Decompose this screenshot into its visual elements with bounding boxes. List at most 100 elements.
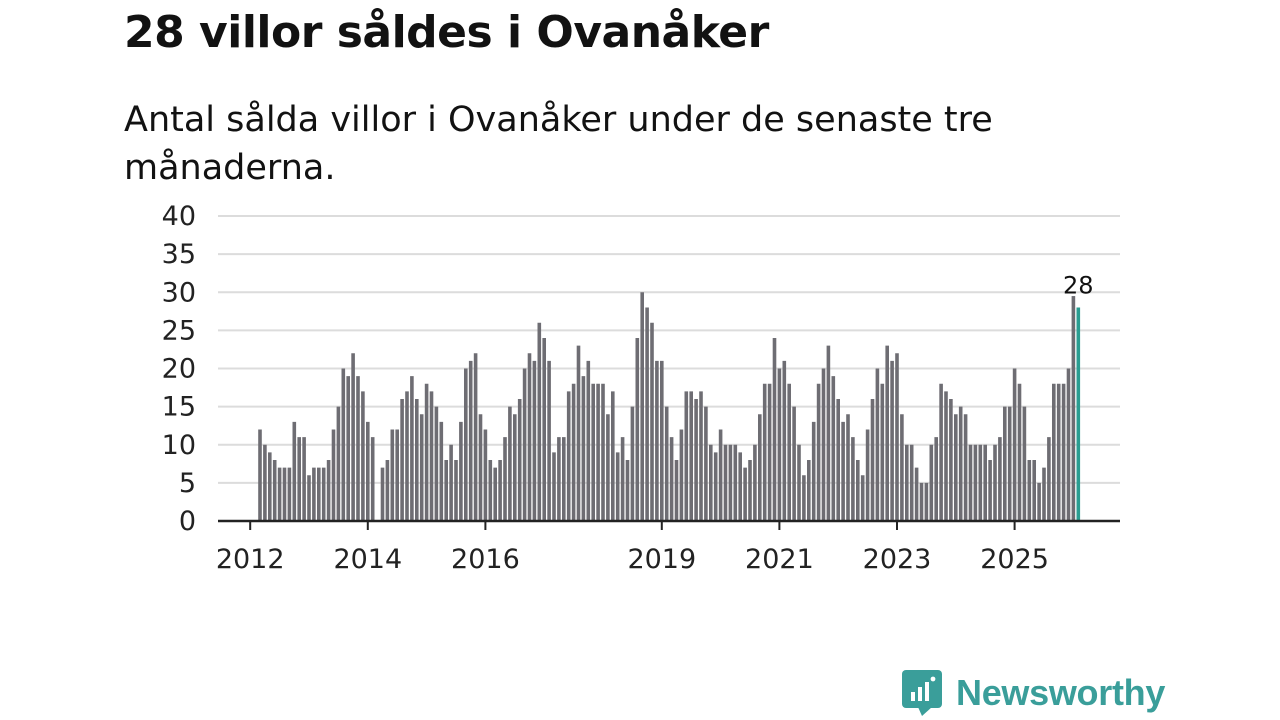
bar [733,444,738,521]
bar [537,322,542,521]
bar [473,353,478,521]
bar [811,421,816,521]
y-axis-tick-labels: 0 5 10 15 20 25 30 35 40 [162,201,196,537]
bar [963,414,968,521]
bar [581,376,586,521]
bar [890,360,894,521]
bar [459,421,463,521]
bar [415,399,419,521]
bar [998,437,1002,521]
bar [973,444,978,521]
bar [429,391,434,521]
bar [660,360,664,521]
x-tick-label: 2021 [745,544,814,575]
y-tick-label: 35 [162,239,196,270]
bar [836,399,840,521]
bar [370,437,375,521]
bar [831,376,836,521]
bar [439,421,444,521]
bar [400,399,404,521]
bar [1056,383,1061,521]
bar [1007,406,1012,521]
bar [909,444,914,521]
bar [851,437,855,521]
bar [914,467,919,521]
bar [263,444,267,521]
bar [390,429,395,521]
brand-name: Newsworthy [956,672,1166,713]
bar [679,429,684,521]
bar [591,383,595,521]
bar [924,482,929,521]
bar [1022,406,1027,521]
bar [307,475,311,521]
bar [821,368,826,521]
bar [1052,383,1056,521]
bar [410,376,414,521]
y-tick-label: 40 [162,201,196,232]
bar [782,360,787,521]
bar [302,437,306,521]
bar [611,391,615,521]
bar [444,460,448,521]
bar [292,421,297,521]
bar [816,383,821,521]
bar [856,460,860,521]
bar [767,383,772,521]
bar [669,437,674,521]
chart-subtitle: Antal sålda villor i Ovanåker under de s… [124,100,993,188]
bar [674,460,679,521]
bar [571,383,576,521]
bar [694,399,698,521]
x-tick-label: 2016 [451,544,520,575]
x-axis: 2012 2014 2016 2019 2021 2023 2025 [216,519,1120,575]
bar [287,467,292,521]
bar [645,307,649,521]
x-tick-label: 2012 [216,544,285,575]
last-value-label: 28 [1063,272,1094,300]
bar [366,421,370,521]
bar [331,429,336,521]
bar [483,429,488,521]
annotations: 28 [1063,272,1094,300]
bar [743,467,747,521]
bar [650,322,654,521]
bar [527,353,532,521]
bar [356,376,360,521]
bar [272,460,277,521]
bar [503,437,507,521]
bar [351,353,355,521]
bar [865,429,870,521]
bar [738,452,742,521]
bar [718,429,723,521]
bar [449,444,453,521]
x-tick-label: 2023 [863,544,932,575]
bar [846,414,850,521]
bar [1003,406,1007,521]
newsworthy-logo-icon [902,670,942,716]
bar [655,360,659,521]
bar [1061,383,1066,521]
bar [346,376,350,521]
bar [802,475,806,521]
x-tick-label: 2014 [333,544,402,575]
bar [508,406,512,521]
bar [1076,307,1081,521]
bar [797,444,801,521]
bar [586,360,591,521]
bar [841,421,845,521]
bar [709,444,713,521]
bar [630,406,635,521]
bar [557,437,561,521]
bar [939,383,943,521]
bar [380,467,385,521]
bar [807,460,811,521]
bar [464,368,468,521]
bar [978,444,983,521]
bar [704,406,708,521]
bar [454,460,458,521]
bar [312,467,316,521]
bar [993,444,997,521]
bar [424,383,429,521]
bar [341,368,346,521]
